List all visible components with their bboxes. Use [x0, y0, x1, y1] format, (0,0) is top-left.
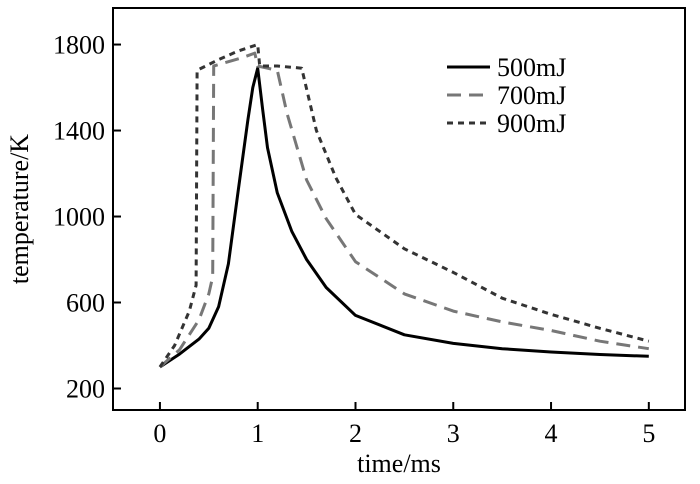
y-axis-label: temperature/K	[5, 134, 34, 284]
x-tick-label: 5	[642, 419, 655, 448]
y-tick-label: 600	[66, 289, 105, 318]
series-line-900mJ	[158, 43, 650, 368]
series-line-500mJ	[159, 66, 649, 369]
x-axis-label: time/ms	[357, 449, 441, 478]
y-tick-label: 1000	[53, 203, 105, 232]
legend-label: 700mJ	[497, 81, 566, 110]
x-tick-label: 1	[251, 419, 264, 448]
y-tick-label: 200	[66, 375, 105, 404]
series-line-700mJ	[158, 51, 650, 369]
y-tick-label: 1800	[53, 31, 105, 60]
x-tick-label: 2	[349, 419, 362, 448]
x-tick-label: 4	[545, 419, 558, 448]
x-tick-label: 3	[447, 419, 460, 448]
legend-label: 500mJ	[497, 53, 566, 82]
plot-frame	[112, 7, 686, 411]
x-tick-label: 0	[153, 419, 166, 448]
y-tick-label: 1400	[53, 117, 105, 146]
legend-label: 900mJ	[497, 109, 566, 138]
